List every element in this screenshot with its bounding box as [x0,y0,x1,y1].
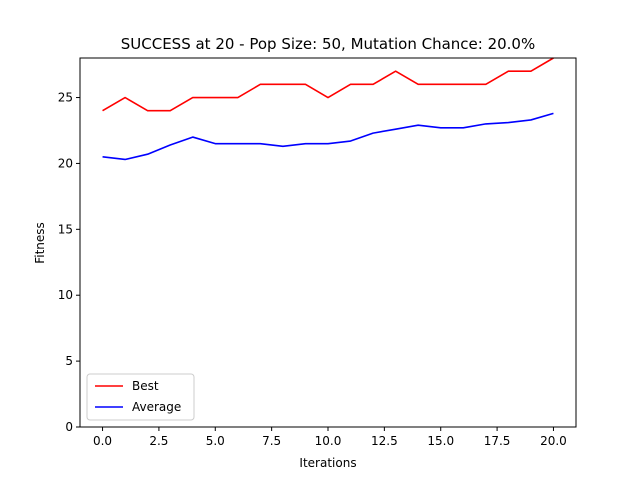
legend: Best Average [86,373,195,421]
x-tick-label: 20.0 [540,434,567,448]
chart-title: SUCCESS at 20 - Pop Size: 50, Mutation C… [121,35,535,53]
x-tick-label: 2.5 [149,434,168,448]
x-axis-label: Iterations [299,456,356,470]
series-line-average [102,112,554,161]
y-tick-label: 15 [58,222,73,236]
series-line-best [102,57,554,112]
x-axis: 0.0 2.5 5.0 7.5 10.0 12.5 15.0 17.5 20.0 [93,427,567,448]
x-tick-label: 10.0 [315,434,342,448]
y-tick-label: 5 [65,354,73,368]
x-tick-label: 17.5 [484,434,511,448]
legend-label-average: Average [132,400,181,414]
y-axis: 0 5 10 15 20 25 [58,91,80,434]
x-tick-label: 0.0 [93,434,112,448]
x-tick-label: 5.0 [206,434,225,448]
plot-frame [79,57,577,428]
y-tick-label: 10 [58,288,73,302]
y-axis-label: Fitness [33,222,47,264]
y-tick-label: 20 [58,156,73,170]
x-tick-label: 15.0 [427,434,454,448]
legend-label-best: Best [132,379,159,393]
plot-lines [102,57,554,161]
y-tick-label: 0 [65,420,73,434]
x-tick-label: 7.5 [262,434,281,448]
x-tick-label: 12.5 [371,434,398,448]
y-tick-label: 25 [58,91,73,105]
